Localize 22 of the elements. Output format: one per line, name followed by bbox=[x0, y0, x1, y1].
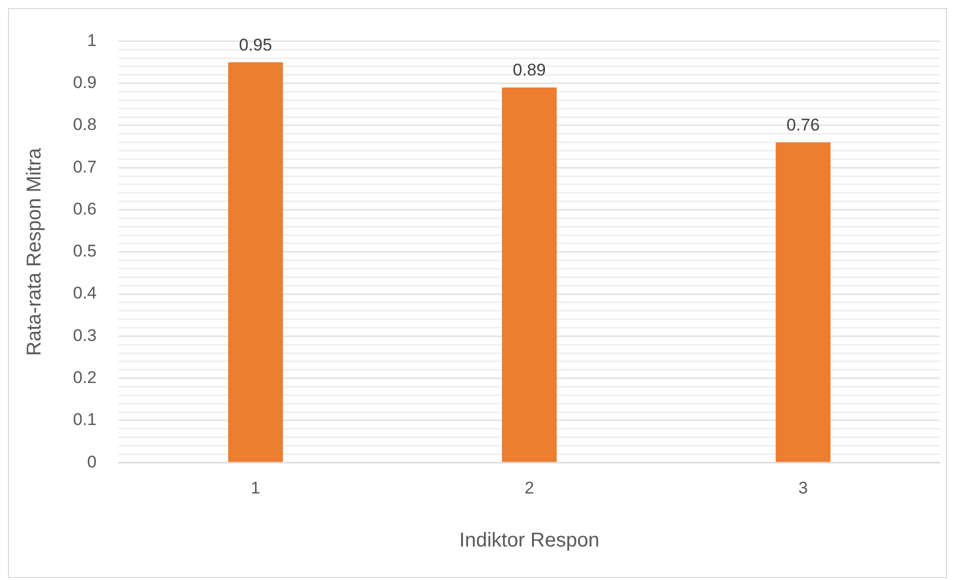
y-tick-label: 0.4 bbox=[72, 284, 97, 303]
y-tick-label: 0.3 bbox=[72, 326, 97, 345]
x-tick-label: 2 bbox=[524, 478, 534, 498]
data-label: 0.76 bbox=[786, 116, 820, 135]
y-axis-title: Rata-rata Respon Mitra bbox=[24, 147, 46, 356]
data-label: 0.95 bbox=[238, 35, 272, 54]
x-tick-label: 3 bbox=[798, 478, 808, 498]
y-tick-label: 0.1 bbox=[72, 410, 97, 430]
x-axis-title: Indiktor Respon bbox=[459, 530, 600, 552]
y-tick-label: 0.2 bbox=[72, 368, 97, 388]
y-tick-label: 0.9 bbox=[72, 73, 97, 92]
y-tick-label: 0.5 bbox=[72, 242, 97, 261]
x-tick-label: 1 bbox=[250, 478, 260, 498]
bar bbox=[502, 88, 557, 462]
bar bbox=[228, 62, 283, 462]
y-tick-label: 0.7 bbox=[72, 157, 97, 176]
bar bbox=[776, 142, 830, 462]
data-label: 0.89 bbox=[512, 60, 546, 80]
y-tick-label: 0.8 bbox=[72, 115, 97, 134]
y-tick-label: 0 bbox=[87, 452, 97, 472]
y-tick-label: 0.6 bbox=[72, 199, 97, 218]
y-tick-label: 1 bbox=[87, 30, 97, 50]
